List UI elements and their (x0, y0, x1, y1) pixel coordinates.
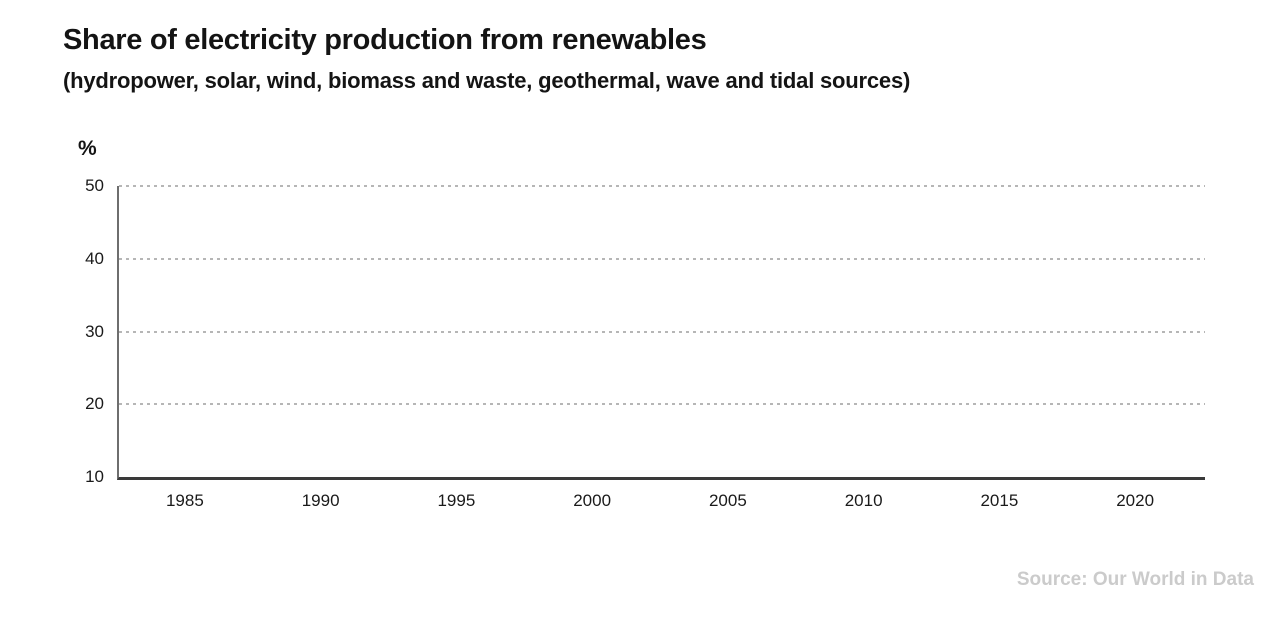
x-tick-label: 1985 (165, 491, 204, 510)
x-tick-label: 1995 (437, 491, 476, 510)
plot-area (117, 185, 1205, 480)
y-tick-label: 10 (85, 467, 104, 486)
y-tick-label: 30 (85, 321, 104, 341)
y-tick-label: 20 (85, 394, 104, 414)
x-tick-label: 2005 (708, 491, 747, 510)
x-tick-label: 2010 (844, 491, 883, 510)
gridline (119, 403, 1205, 406)
gridline (119, 257, 1205, 260)
y-tick-label: 50 (85, 176, 104, 195)
x-tick-label: 2000 (573, 491, 612, 510)
x-tick-label: 2015 (980, 491, 1019, 510)
x-tick-label: 2020 (1116, 491, 1155, 510)
chart-subtitle: (hydropower, solar, wind, biomass and wa… (63, 68, 911, 93)
gridline (119, 185, 1205, 187)
y-tick-label: 40 (85, 248, 104, 268)
source-credit: Source: Our World in Data (1016, 569, 1254, 590)
y-axis-unit-label: % (78, 137, 97, 160)
x-tick-label: 1990 (301, 491, 340, 510)
chart-title: Share of electricity production from ren… (63, 24, 707, 56)
gridline (119, 330, 1205, 333)
